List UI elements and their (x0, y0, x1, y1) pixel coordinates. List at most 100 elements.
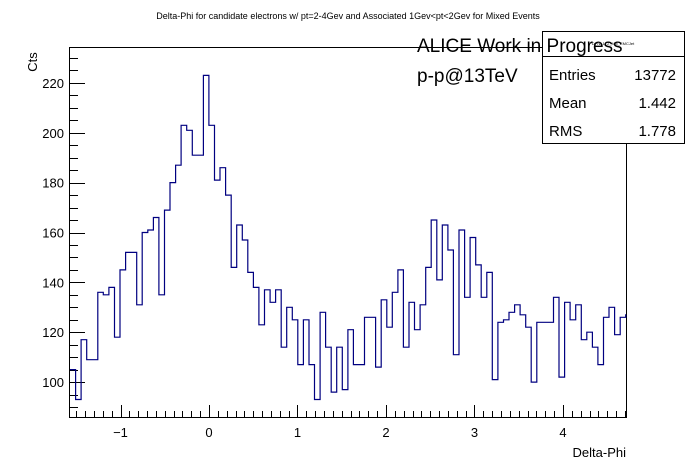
histogram-bin (470, 237, 476, 417)
histogram-bin (87, 360, 93, 417)
histogram-bin (509, 312, 515, 417)
histogram-bin (126, 252, 132, 417)
histogram-bin (176, 165, 182, 417)
histogram-bin (131, 252, 137, 417)
x-tick-label: −1 (113, 425, 128, 440)
histogram-bin (426, 267, 432, 417)
histogram-bin (598, 365, 604, 417)
histogram-bin (370, 317, 376, 417)
histogram-bin (315, 400, 321, 417)
y-tick-label: 140 (42, 275, 64, 290)
histogram-bin (498, 322, 504, 417)
x-axis: −1 0 1 2 3 4 (76, 405, 626, 440)
histogram-bin (120, 270, 126, 417)
histogram-bin (553, 297, 559, 417)
histogram-bin (376, 367, 382, 417)
histogram-bin (303, 320, 309, 417)
histogram-bin (503, 320, 509, 417)
histogram-bin (537, 322, 543, 417)
histogram-bin (248, 272, 254, 417)
histogram-bin (592, 347, 598, 417)
histogram-bin (570, 320, 576, 417)
histogram-bin (359, 365, 365, 417)
histogram-bin (103, 295, 109, 417)
y-axis-label: Cts (25, 52, 40, 72)
stats-rms-label: RMS (549, 123, 582, 140)
histogram-bin (409, 302, 415, 417)
histogram-bin (476, 265, 482, 417)
histogram-bin (548, 322, 554, 417)
y-tick-label: 160 (42, 226, 64, 241)
histogram-bin (142, 233, 148, 418)
histogram-bin (209, 125, 215, 417)
histogram-bin (114, 337, 120, 417)
histogram-bin (292, 320, 298, 417)
x-tick-label: 4 (559, 425, 566, 440)
histogram-bin (481, 297, 487, 417)
histogram-bin (164, 210, 170, 417)
histogram-bin (615, 335, 621, 417)
histogram-bin (487, 272, 493, 417)
histogram-outline (70, 74, 627, 401)
stats-entries-label: Entries (549, 67, 596, 84)
x-tick-label: 1 (294, 425, 301, 440)
stats-mean-value: 1.442 (638, 95, 676, 112)
histogram-bin (298, 365, 304, 417)
histogram-bin (109, 287, 115, 417)
histogram-bin (70, 370, 76, 417)
stats-box: DPhi_1_2_Mix_EMCJet Entries 13772 Mean 1… (542, 31, 685, 144)
histogram-bin (520, 315, 526, 417)
histogram-bin (603, 317, 609, 417)
histogram-bin (220, 168, 226, 417)
histogram-bin (281, 347, 287, 417)
histogram-bin (287, 307, 293, 417)
histogram-bin (170, 183, 176, 417)
y-tick-label: 120 (42, 325, 64, 340)
y-tick-label: 180 (42, 176, 64, 191)
histogram-bin (348, 330, 354, 417)
histogram-bin (192, 155, 198, 417)
histogram-bin (415, 330, 421, 417)
collision-system-label: p-p@13TeV (417, 66, 518, 87)
histogram-bin (565, 302, 571, 417)
histogram-bin (459, 230, 465, 417)
y-tick-label: 220 (42, 76, 64, 91)
histogram-bin (226, 195, 232, 417)
stats-entries-value: 13772 (634, 67, 676, 84)
histogram-bin (353, 365, 359, 417)
histogram-bin (148, 230, 154, 417)
histogram-bin (231, 267, 237, 417)
x-axis-label: Delta-Phi (573, 445, 627, 460)
histogram-bin (587, 332, 593, 417)
histogram-bin (453, 355, 459, 417)
histogram-bin (265, 290, 271, 417)
histogram-bin (81, 340, 87, 417)
histogram-bin (581, 340, 587, 417)
histogram-bin (420, 305, 426, 417)
histogram-bin (542, 322, 548, 417)
histogram-bin (398, 270, 404, 417)
chart-title: Delta-Phi for candidate electrons w/ pt=… (156, 11, 540, 21)
y-tick-label: 200 (42, 126, 64, 141)
histogram-bin (242, 240, 248, 417)
histogram-bin (465, 297, 471, 417)
x-tick-label: 3 (471, 425, 478, 440)
stats-rms-value: 1.778 (638, 123, 676, 140)
plot-area (69, 47, 627, 418)
histogram-bin (515, 305, 521, 417)
histogram-bin (437, 280, 443, 417)
histogram-bars (70, 74, 627, 418)
histogram-bin (331, 392, 337, 417)
histogram-bin (531, 382, 537, 417)
histogram-bin (337, 347, 343, 417)
histogram-bin (198, 155, 204, 417)
x-tick-label: 0 (205, 425, 212, 440)
histogram-bin (431, 220, 437, 417)
histogram-bin (259, 325, 265, 417)
plot-frame-box (69, 47, 627, 418)
histogram-bin (442, 225, 448, 417)
histogram-bin (320, 312, 326, 417)
histogram-bin (626, 315, 627, 417)
stats-box-frame (542, 31, 685, 144)
histogram-bin (365, 317, 371, 417)
